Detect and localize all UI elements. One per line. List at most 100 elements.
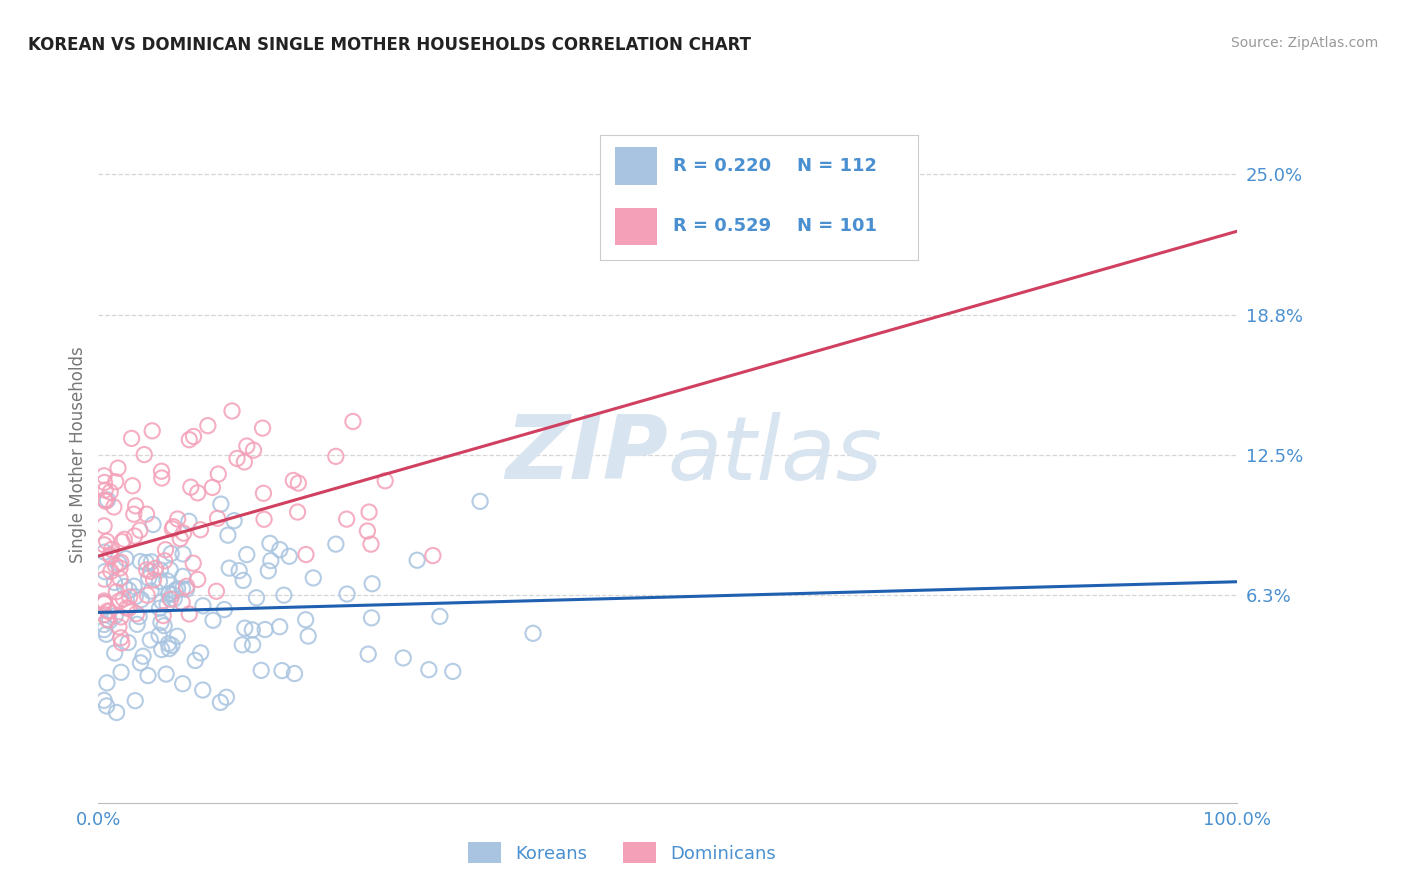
Point [356,524,378,538]
Point [128,609,150,624]
Point [100,549,122,564]
Point [98,604,121,618]
Point [269,620,291,634]
Point [221,404,243,418]
Point [278,549,301,564]
Point [104,646,127,660]
Point [287,505,309,519]
Point [127,617,149,632]
Point [360,611,382,625]
Point [96,676,118,690]
Point [162,587,184,601]
Point [232,574,254,588]
Point [157,587,180,601]
Point [191,599,214,613]
Point [136,668,159,682]
Point [172,547,194,561]
Point [283,474,305,488]
Point [336,512,359,526]
Point [114,580,136,594]
Point [93,468,115,483]
Point [108,620,131,634]
Point [141,555,163,569]
Point [96,613,118,627]
Point [98,548,121,562]
Point [360,537,382,551]
Point [374,474,396,488]
Point [172,677,194,691]
Point [260,554,283,568]
Point [236,439,259,453]
Point [136,588,159,602]
Point [114,551,136,566]
Point [93,607,115,622]
Point [138,571,160,585]
Point [172,569,194,583]
Point [177,514,200,528]
Point [142,517,165,532]
Point [118,590,141,604]
Y-axis label: Single Mother Households: Single Mother Households [69,347,87,563]
Point [209,497,232,511]
Point [325,537,347,551]
Point [93,597,115,611]
Point [93,545,115,559]
Point [429,609,451,624]
Text: atlas: atlas [668,412,883,498]
Point [96,698,118,713]
Point [190,646,212,660]
Point [105,584,128,599]
Point [156,597,179,611]
Point [108,594,131,608]
Point [129,555,152,569]
Point [148,628,170,642]
Point [111,534,134,549]
Point [357,647,380,661]
Point [149,563,172,577]
Point [165,583,187,598]
Point [124,529,146,543]
Point [169,532,191,546]
Point [183,429,205,443]
Point [179,433,201,447]
Point [233,621,256,635]
Point [100,542,122,557]
Point [105,706,128,720]
Point [259,536,281,550]
Point [93,519,115,533]
Point [209,695,232,709]
Point [153,554,176,568]
Point [135,556,157,570]
Point [441,665,464,679]
Point [468,494,491,508]
Point [124,694,146,708]
Point [190,523,212,537]
Point [157,587,180,601]
Point [297,629,319,643]
Point [207,467,229,481]
Point [111,636,134,650]
Point [242,638,264,652]
Point [150,464,173,478]
Point [302,571,325,585]
Point [233,455,256,469]
Point [160,547,183,561]
Point [257,564,280,578]
Point [98,485,121,500]
Point [176,579,198,593]
Point [93,623,115,637]
Point [96,534,118,549]
Point [124,590,146,604]
Point [215,690,238,705]
Point [159,592,181,607]
Point [93,693,115,707]
Point [94,494,117,508]
Point [93,617,115,632]
Point [250,664,273,678]
Point [142,573,165,587]
Point [522,626,544,640]
Point [118,583,141,598]
Point [148,601,170,615]
Point [269,542,291,557]
Point [157,641,180,656]
